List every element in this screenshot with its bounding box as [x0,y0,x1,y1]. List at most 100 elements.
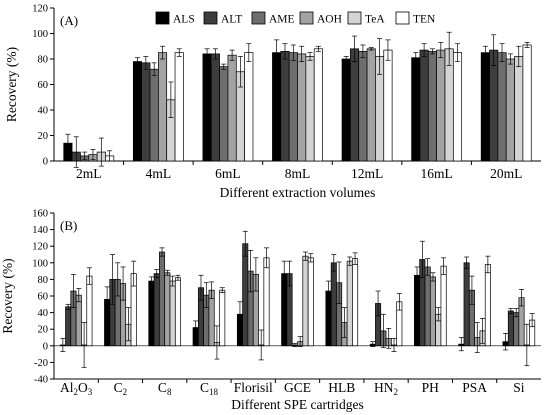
bar-tea-c8 [169,280,176,347]
bar-als-ph [414,274,421,347]
bar-ten-florisil [263,257,270,347]
x-axis-label: Different extraction volumes [220,185,376,200]
legend-swatch-tea [347,11,362,25]
legend-label-tea: TeA [365,14,385,26]
y-tick-label: 20 [38,325,49,336]
bar-ten-al2o3 [86,275,93,347]
bar-alt-6ml [210,53,220,162]
panel-b: -40 -20 0 20 40 60 80 100 120 140 160 Recovery (%) D… [0,209,541,412]
category-label: 16mL [421,166,453,181]
bar-als-16ml [411,57,421,162]
bar-alt-psa [463,262,470,347]
y-tick-label: 120 [32,242,48,253]
bar-ten-4ml [174,52,184,162]
bar-alt-8ml [280,50,290,162]
y-tick-label: -40 [34,375,48,386]
legend: ALS ALT AME AOH TeA TEN [155,11,436,26]
category-label: HN2 [374,380,398,397]
bar-aoh-12ml [366,48,376,162]
category-label: C18 [200,380,219,397]
category-label: 6mL [215,166,241,181]
bar-ten-c18 [219,289,226,347]
bar-ten-c8 [174,277,181,347]
legend-swatch-als [155,11,170,25]
legend-swatch-aoh [299,11,314,25]
y-tick-label: 60 [38,80,49,91]
bar-ten-16ml [452,52,463,162]
bar-ten-8ml [313,48,323,162]
bar-alt-al2o3 [65,306,72,347]
category-label: PSA [462,380,487,395]
bar-aoh-4ml [158,52,168,162]
category-label: 4mL [146,166,172,181]
bar-ten-ph [440,265,447,347]
y-tick-label: 0 [43,157,48,168]
bar-ame-c8 [159,251,166,347]
legend-label-ame: AME [269,14,295,26]
bar-alt-hlb [330,262,337,347]
bar-als-8ml [272,52,282,162]
bar-aoh-16ml [436,49,446,162]
bar-ame-16ml [427,50,437,162]
category-label: C8 [158,380,172,397]
category-label: Si [513,380,525,395]
bar-alt-florisil [242,243,249,347]
bar-ame-6ml [219,66,229,162]
bar-ame-si [513,312,520,347]
bar-tea-hlb [346,260,353,347]
bar-aoh-8ml [297,53,307,162]
y-tick-label: 140 [32,225,48,236]
y-axis-label: Recovery (%) [0,258,15,333]
category-label: PH [422,380,440,395]
bar-ten-20ml [522,44,532,162]
bar-aoh-c8 [164,272,171,347]
category-label: 2mL [76,166,102,181]
category-label: GCE [284,380,311,395]
legend-swatch-ten [395,11,410,25]
panel-label: (A) [60,13,78,28]
category-label: HLB [328,380,355,395]
bar-ten-12ml [383,49,393,162]
bar-aoh-6ml [227,54,237,162]
legend-swatch-ame [251,11,266,25]
category-label: Al2O3 [60,380,93,397]
bar-alt-16ml [419,49,429,162]
bar-als-20ml [480,52,490,162]
y-tick-label: 80 [38,275,49,286]
y-tick-label: 60 [38,292,49,303]
category-label: 20mL [490,166,522,181]
bar-alt-si [507,310,514,347]
bar-aoh-ph [429,276,436,347]
legend-swatch-alt [203,11,218,25]
bar-ten-hlb [352,258,359,347]
bar-tea-gce [302,255,309,347]
y-tick-label: 0 [43,341,48,352]
category-label: 8mL [285,166,311,181]
bar-ame-12ml [358,50,368,162]
y-tick-label: 100 [32,258,48,269]
y-tick-label: 80 [38,55,49,66]
y-axis-label: Recovery (%) [4,47,19,122]
y-tick-label: -20 [34,358,48,369]
bar-als-6ml [202,53,212,162]
bar-aoh-al2o3 [75,294,82,347]
bar-alt-c8 [153,273,160,347]
category-label: C2 [114,380,128,397]
x-axis-label: Different SPE cartridges [231,397,363,412]
bar-aoh-20ml [505,58,515,162]
category-label: Florisil [234,380,273,395]
y-tick-label: 120 [32,4,48,15]
bar-tea-20ml [514,56,524,162]
bar-ame-ph [424,266,431,347]
panel-a: 0 20 40 60 80 100 120 Recovery (%) Different ext… [4,4,541,200]
y-tick-label: 20 [38,131,49,142]
legend-label-als: ALS [173,14,195,26]
y-tick-label: 40 [38,106,49,117]
bar-tea-8ml [305,56,315,162]
bar-ame-8ml [288,52,298,162]
bar-ten-psa [484,264,491,347]
y-tick-label: 100 [32,29,48,40]
bar-als-4ml [132,61,143,162]
y-tick-label: 160 [32,209,48,220]
